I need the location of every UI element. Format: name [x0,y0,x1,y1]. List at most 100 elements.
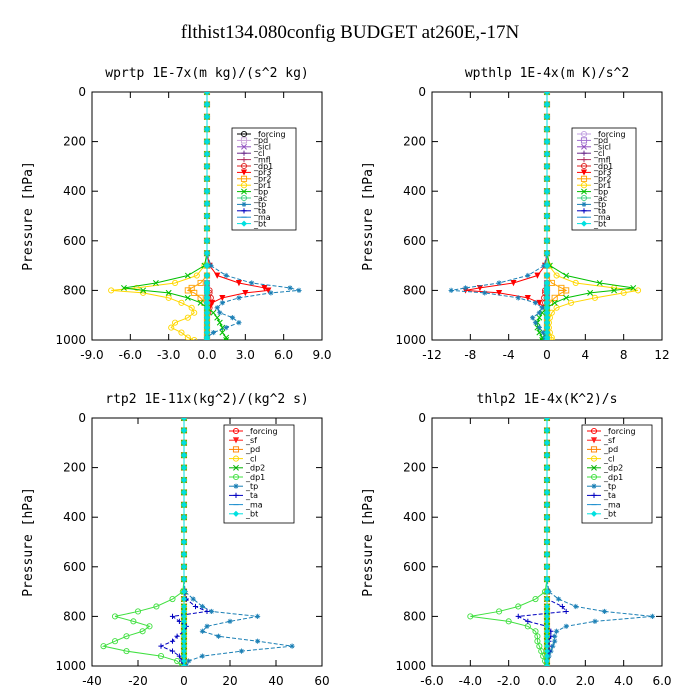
x-tick-label: -2.0 [497,674,520,688]
panel-title: thlp2 1E-4x(K^2)/s [477,392,618,407]
data-point-tp [550,643,556,649]
legend: _forcing_pd_sicl_cl_mfl_dp1_pr3_pr2_pr1_… [231,127,297,231]
legend-marker [590,473,598,481]
legend-label: _pd [603,445,618,454]
data-point-bp [563,272,570,279]
data-point-bt [180,551,188,558]
plot-frame [91,417,323,667]
legend-label: _dp2 [245,464,265,473]
data-point-bt [543,596,551,603]
x-tick-label: -8 [464,348,476,362]
legend-marker [240,162,248,170]
data-point-bt [180,501,188,508]
data-point-tp [539,305,545,311]
data-point-pr1 [591,294,598,301]
data-point-pr3 [209,299,216,307]
data-point-tp [223,325,229,331]
data-point-bt [180,563,188,570]
panel-title: rtp2 1E-11x(kg^2)/(kg^2 s) [105,392,309,407]
data-point-tp [199,628,205,634]
series-line-ta [516,418,568,666]
data-point-bp [210,309,217,316]
x-tick-label: 0.0 [197,348,216,362]
data-point-pr1 [191,309,198,316]
legend-label: _pr3 [253,168,271,177]
panels: wprtp 1E-7x(m kg)/(s^2 kg) Pressure [hPa]… [21,66,672,688]
data-point-bt [543,225,551,232]
data-point-tp [296,287,302,293]
chart-panel-2: wpthlp 1E-4x(m K)/s^2 Pressure [hPa] -12 -8… [361,66,670,362]
data-point-bp [223,337,230,340]
y-tick-label: 600 [63,234,86,248]
y-tick-label: 1000 [55,333,86,347]
legend-marker [232,446,240,453]
y-tick-label: 400 [403,510,426,524]
data-point-bt [543,262,551,269]
legend-label: _ta [253,207,266,216]
x-tick-label: 40 [268,674,283,688]
data-point-bp [596,280,603,286]
data-point-bp [120,284,127,291]
legend-marker [580,194,588,202]
data-point-bt [543,101,551,108]
data-point-tp [190,596,196,602]
data-point-bt [203,225,211,232]
data-point-ta [169,613,176,619]
chart-panel-3: rtp2 1E-11x(kg^2)/(kg^2 s) Pressure [hPa]… [21,392,330,688]
legend-marker [580,130,588,138]
legend-marker [240,175,248,182]
data-point-bt [543,175,551,182]
legend-label: _ac [593,194,607,203]
data-point-pr1 [184,314,191,321]
x-tick-label: 8 [620,348,628,362]
data-point-dp1 [496,608,503,615]
legend-marker [581,208,587,214]
legend-label: _dp1 [245,473,265,482]
legend-label: _forcing [245,427,278,436]
data-point-bt [543,452,551,459]
legend-label: _cl [593,149,605,158]
data-point-bt [203,126,211,133]
data-point-tp [553,628,560,634]
legend-marker [241,208,247,214]
data-point-pr1 [553,272,560,279]
legend-marker [232,473,240,481]
chart-panel-4: thlp2 1E-4x(K^2)/s Pressure [hPa] -6.0 -4.0… [361,392,672,688]
data-point-tp [208,263,214,269]
legend-marker [590,437,598,444]
data-point-bt [180,464,188,471]
legend-label: _ta [245,491,258,500]
data-point-bp [184,272,191,279]
data-point-tp [199,653,205,659]
y-tick-label: 0 [78,85,86,99]
data-point-bp [184,294,191,301]
legend-marker [241,157,247,163]
data-point-pr2 [558,289,565,296]
data-point-bt [543,163,551,170]
legend-marker [580,220,588,227]
data-point-bt [180,476,188,484]
data-point-bt [180,427,188,434]
data-point-bt [543,489,551,496]
data-point-bt [543,212,551,220]
legend-label: _forcing [603,427,636,436]
data-point-bt [543,501,551,508]
data-point-pr1 [184,334,191,340]
y-tick-label: 200 [403,135,426,149]
data-point-bt [203,212,211,220]
data-point-tp [223,272,229,279]
x-tick-label: 60 [314,674,329,688]
legend-label: _forcing [253,130,286,139]
data-point-bt [543,113,551,120]
data-point-bt [203,200,211,207]
data-point-bt [543,464,551,471]
data-point-tp [249,280,255,286]
legend-label: _pr1 [593,181,611,190]
data-point-ta [204,608,210,615]
data-point-pr3 [534,272,541,279]
data-point-bt [203,262,211,269]
data-point-tp [215,633,222,639]
data-point-tp [210,329,216,336]
data-point-bp [536,329,543,336]
legend-marker [590,455,598,462]
